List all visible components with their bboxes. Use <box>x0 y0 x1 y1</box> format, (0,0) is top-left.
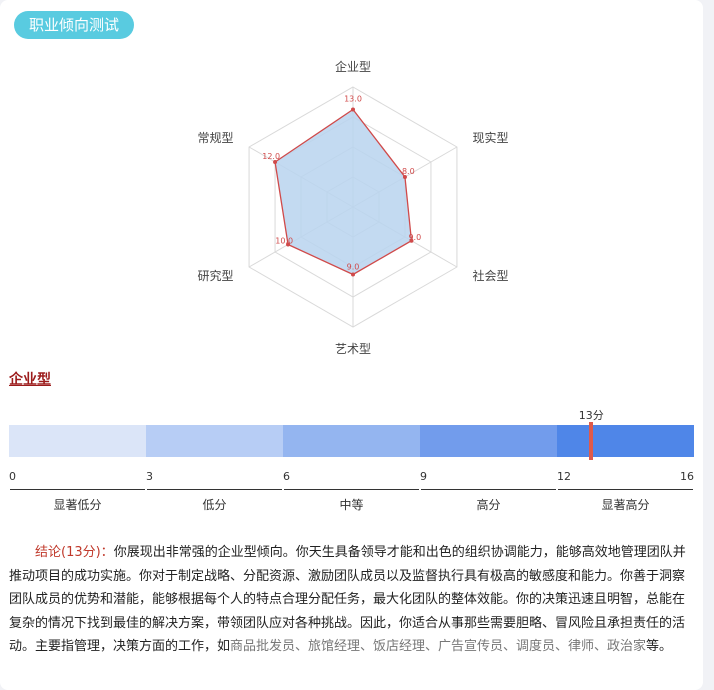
radar-point <box>286 242 291 247</box>
result-type-title: 企业型 <box>9 372 51 388</box>
score-band <box>9 425 146 457</box>
score-marker <box>589 422 594 460</box>
scale-tick-label: 6 <box>283 470 290 483</box>
radar-points: 13.0 8.0 9.0 9.0 10.0 12.0 <box>262 95 421 277</box>
score-marker-label: 13分 <box>578 409 604 422</box>
radar-axis-label: 企业型 <box>335 59 371 74</box>
conclusion-heading: 结论(13分)： <box>35 545 114 560</box>
radar-point <box>273 160 278 164</box>
score-band <box>283 425 420 457</box>
conclusion-tail: 等。 <box>646 639 673 654</box>
scale-tick-label: 9 <box>420 470 427 483</box>
band-label: 高分 <box>421 489 556 513</box>
radar-axis-label: 艺术型 <box>335 342 371 356</box>
conclusion-jobs: 商品批发员、旅馆经理、饭店经理、广告宣传员、调度员、律师、政治家 <box>230 639 647 654</box>
score-bands <box>9 425 694 457</box>
conclusion-body: 你展现出非常强的企业型倾向。你天生具备领导才能和出色的组织协调能力，能够高效地管… <box>9 545 686 654</box>
score-band <box>557 425 694 457</box>
score-scale: 13分 0 3 6 9 12 16 显著低分 低分 中等 高分 显著高分 <box>9 405 694 515</box>
radar-value-label: 13.0 <box>344 95 362 104</box>
band-label: 中等 <box>284 489 419 513</box>
radar-axis-label: 现实型 <box>473 130 509 145</box>
radar-value-label: 8.0 <box>402 167 415 176</box>
radar-point <box>402 175 407 179</box>
band-label: 显著低分 <box>10 489 145 513</box>
radar-axis-label: 研究型 <box>197 268 233 283</box>
scale-tick-label: 16 <box>680 470 694 483</box>
radar-value-label: 10.0 <box>275 237 293 246</box>
radar-point <box>351 107 355 112</box>
score-band <box>420 425 557 457</box>
radar-axis-label: 社会型 <box>473 268 509 283</box>
scale-tick-label: 3 <box>146 470 153 483</box>
scale-tick-label: 0 <box>9 470 16 483</box>
band-labels: 显著低分 低分 中等 高分 显著高分 <box>9 489 694 513</box>
radar-point <box>409 238 414 243</box>
scale-tick-label: 12 <box>557 470 571 483</box>
score-band <box>146 425 283 457</box>
radar-axis-label: 常规型 <box>197 130 233 145</box>
radar-point <box>351 272 355 277</box>
band-label: 低分 <box>147 489 282 513</box>
radar-series-area <box>274 108 413 276</box>
radar-value-label: 12.0 <box>262 152 280 161</box>
radar-value-label: 9.0 <box>347 263 360 272</box>
radar-value-label: 9.0 <box>408 233 421 242</box>
conclusion-text: 结论(13分)：你展现出非常强的企业型倾向。你天生具备领导才能和出色的组织协调能… <box>9 541 695 659</box>
band-label: 显著高分 <box>558 489 693 513</box>
section-title: 职业倾向测试 <box>14 11 135 39</box>
